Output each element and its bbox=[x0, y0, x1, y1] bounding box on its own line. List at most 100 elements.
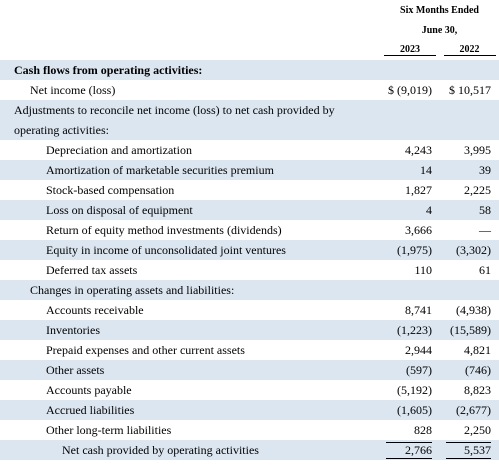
row-label: Return of equity method investments (div… bbox=[46, 222, 282, 237]
row-value: $ (9,019) bbox=[388, 82, 432, 97]
row-value: 4 bbox=[426, 202, 432, 217]
row-value: (1,223) bbox=[397, 322, 432, 337]
row-value: 2,944 bbox=[405, 342, 432, 357]
table-row: Stock-based compensation 1,827 2,225 bbox=[0, 180, 499, 200]
row-value: (1,605) bbox=[397, 402, 432, 417]
row-label: Accounts payable bbox=[46, 382, 132, 397]
row-value-cell: 2,250 bbox=[440, 420, 499, 440]
row-value-cell bbox=[440, 60, 499, 80]
table-row: Accounts payable (5,192) 8,823 bbox=[0, 380, 499, 400]
row-value-cell: — bbox=[440, 220, 499, 240]
row-value-cell: 2,944 bbox=[380, 340, 440, 360]
row-value-cell: 828 bbox=[380, 420, 440, 440]
row-label: Cash flows from operating activities: bbox=[0, 60, 380, 80]
row-value: 1,827 bbox=[405, 182, 432, 197]
row-value: 8,823 bbox=[464, 382, 492, 397]
table-row: Equity in income of unconsolidated joint… bbox=[0, 240, 499, 260]
row-value-cell: 4,821 bbox=[440, 340, 499, 360]
row-value-cell: 3,995 bbox=[440, 140, 499, 160]
row-label: Other long-term liabilities bbox=[46, 422, 172, 437]
row-value-cell: 58 bbox=[440, 200, 499, 220]
row-label: Accounts receivable bbox=[46, 302, 144, 317]
row-value-cell: 8,823 bbox=[440, 380, 499, 400]
row-value-cell: 14 bbox=[380, 160, 440, 180]
row-value: $ 10,517 bbox=[449, 82, 492, 97]
row-value-cell: (5,192) bbox=[380, 380, 440, 400]
row-value-cell: 3,666 bbox=[380, 220, 440, 240]
row-value: (15,589) bbox=[450, 322, 492, 337]
row-value: — bbox=[479, 222, 492, 237]
row-value: 2,766 bbox=[386, 441, 432, 459]
row-label: Inventories bbox=[0, 320, 380, 340]
table-row: Adjustments to reconcile net income (los… bbox=[0, 100, 499, 140]
row-value: 2,250 bbox=[464, 422, 492, 437]
row-value-cell: (746) bbox=[440, 360, 499, 380]
row-value: 61 bbox=[479, 262, 492, 277]
row-value-cell bbox=[380, 100, 440, 140]
table-row: Other long-term liabilities 828 2,250 bbox=[0, 420, 499, 440]
row-value: 828 bbox=[414, 422, 432, 437]
row-value-cell bbox=[440, 280, 499, 300]
row-label: Net cash provided by operating activitie… bbox=[0, 440, 380, 460]
table-row: Accounts receivable 8,741 (4,938) bbox=[0, 300, 499, 320]
row-value: 8,741 bbox=[405, 302, 432, 317]
table-row: Return of equity method investments (div… bbox=[0, 220, 499, 240]
row-value-cell: (15,589) bbox=[440, 320, 499, 340]
row-label: Equity in income of unconsolidated joint… bbox=[0, 240, 380, 260]
row-value: 4,821 bbox=[464, 342, 492, 357]
row-value-cell: $ 10,517 bbox=[440, 80, 499, 100]
table-row: Net income (loss) $ (9,019) $ 10,517 bbox=[0, 80, 499, 100]
row-value-cell: (1,605) bbox=[380, 400, 440, 420]
row-label: Other assets bbox=[0, 360, 380, 380]
row-value: (597) bbox=[406, 362, 432, 377]
row-value-cell: (1,223) bbox=[380, 320, 440, 340]
row-value-cell: 1,827 bbox=[380, 180, 440, 200]
row-label: Amortization of marketable securities pr… bbox=[0, 160, 380, 180]
table-row: Prepaid expenses and other current asset… bbox=[0, 340, 499, 360]
row-value: 5,537 bbox=[446, 441, 492, 459]
row-label: Net income (loss) bbox=[30, 82, 116, 97]
row-value: 39 bbox=[479, 162, 492, 177]
table-row: Deferred tax assets 110 61 bbox=[0, 260, 499, 280]
year: 2022 bbox=[443, 44, 496, 56]
table-row: Loss on disposal of equipment 4 58 bbox=[0, 200, 499, 220]
row-value: (2,677) bbox=[456, 402, 492, 417]
row-value-cell: (1,975) bbox=[380, 240, 440, 260]
table-row: Changes in operating assets and liabilit… bbox=[0, 280, 499, 300]
row-label: Deferred tax assets bbox=[46, 262, 138, 277]
row-label: Prepaid expenses and other current asset… bbox=[46, 342, 245, 357]
row-value: 110 bbox=[414, 262, 432, 277]
table-row: Amortization of marketable securities pr… bbox=[0, 160, 499, 180]
row-value: (4,938) bbox=[456, 302, 492, 317]
row-value-cell: (4,938) bbox=[440, 300, 499, 320]
row-value-cell bbox=[380, 280, 440, 300]
row-value-cell: $ (9,019) bbox=[380, 80, 440, 100]
period: Six Months Ended bbox=[400, 4, 479, 16]
table-row: Inventories (1,223) (15,589) bbox=[0, 320, 499, 340]
table-row: Depreciation and amortization 4,243 3,995 bbox=[0, 140, 499, 160]
row-value-cell: 2,225 bbox=[440, 180, 499, 200]
row-value: (1,975) bbox=[397, 242, 432, 257]
row-value: 3,666 bbox=[405, 222, 432, 237]
row-value: (3,302) bbox=[456, 242, 492, 257]
row-value-cell bbox=[380, 60, 440, 80]
row-value-cell: 8,741 bbox=[380, 300, 440, 320]
row-value-cell: 4,243 bbox=[380, 140, 440, 160]
row-value-cell: (2,677) bbox=[440, 400, 499, 420]
row-value: 3,995 bbox=[464, 142, 492, 157]
row-value: 2,225 bbox=[464, 182, 492, 197]
year: 2023 bbox=[384, 44, 436, 56]
row-value-cell: (3,302) bbox=[440, 240, 499, 260]
row-value-cell: 39 bbox=[440, 160, 499, 180]
row-value: 58 bbox=[479, 202, 492, 217]
row-value: 14 bbox=[420, 162, 432, 177]
row-label: Stock-based compensation bbox=[46, 182, 175, 197]
row-value: (5,192) bbox=[397, 382, 432, 397]
table-row: Accrued liabilities (1,605) (2,677) bbox=[0, 400, 499, 420]
row-label: Loss on disposal of equipment bbox=[0, 200, 380, 220]
row-label: Adjustments to reconcile net income (los… bbox=[0, 100, 380, 140]
row-value-cell: (597) bbox=[380, 360, 440, 380]
row-value-cell: 61 bbox=[440, 260, 499, 280]
